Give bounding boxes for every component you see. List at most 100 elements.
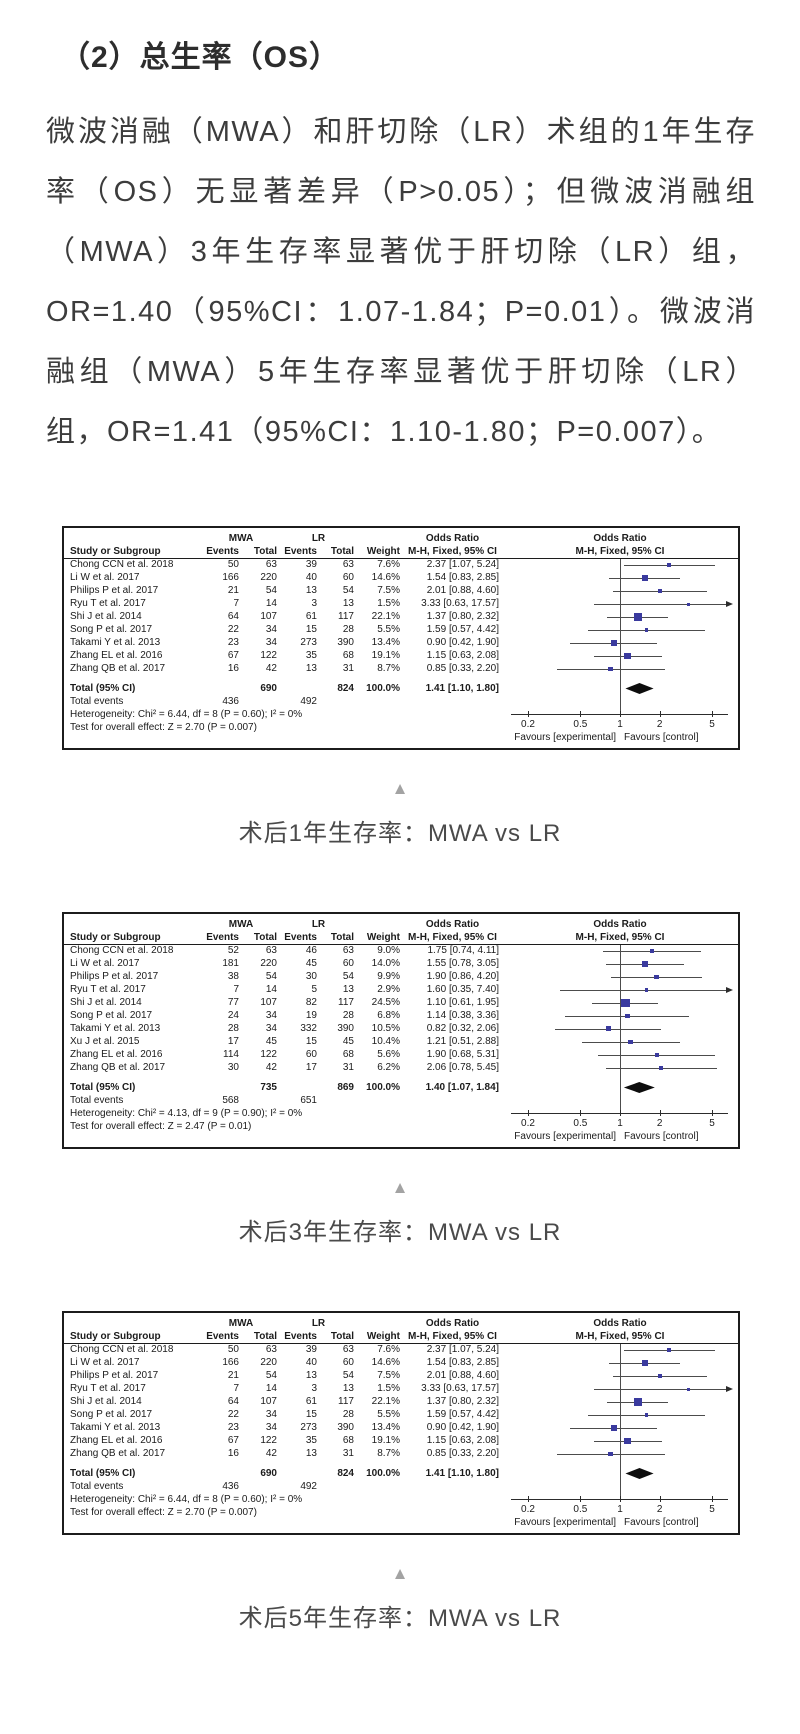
- axis-tick-label: 0.2: [521, 1504, 535, 1515]
- mwa-total: 122: [260, 1049, 277, 1060]
- events-col-header: Events: [206, 932, 239, 943]
- lr-events: 30: [305, 971, 317, 982]
- study-name: Zhang QB et al. 2017: [70, 663, 166, 674]
- triangle-up-icon: ▲: [391, 1178, 409, 1197]
- mwa-events: 16: [227, 1448, 239, 1459]
- triangle-up-icon: ▲: [391, 1564, 409, 1583]
- heterogeneity-row: Heterogeneity: Chi² = 4.13, df = 9 (P = …: [64, 1107, 504, 1120]
- total-mwa: 690: [260, 1468, 277, 1479]
- study-row: Takami Y et al. 2013 23 34 273 390 13.4% 0.90 …: [64, 636, 504, 649]
- mwa-total: 14: [265, 598, 277, 609]
- axis-tick-label: 1: [617, 719, 623, 730]
- article-page: （2）总生率（OS） 微波消融（MWA）和肝切除（LR）术组的1年生存率（OS）…: [0, 41, 800, 1632]
- figure-caption: 术后5年生存率：MWA vs LR: [238, 1605, 562, 1632]
- study-row: Li W et al. 2017 166 220 40 60 14.6% 1.54 [0.8…: [64, 571, 504, 584]
- lr-total: 68: [342, 650, 354, 661]
- total-or-ci: 1.40 [1.07, 1.84]: [425, 1082, 499, 1093]
- mwa-total: 34: [265, 1422, 277, 1433]
- effect-square: [667, 1347, 672, 1353]
- study-row: Takami Y et al. 2013 28 34 332 390 10.5% 0.82 …: [64, 1022, 504, 1035]
- table-cell: [403, 1480, 502, 1493]
- lr-events: 35: [305, 1435, 317, 1446]
- axis-tick-label: 0.2: [521, 1118, 535, 1129]
- study-name: Chong CCN et al. 2018: [70, 1344, 174, 1355]
- ci-line: [559, 989, 726, 991]
- table-cell: [64, 918, 202, 931]
- lr-events: 39: [305, 559, 317, 570]
- lr-events: 13: [305, 585, 317, 596]
- axis-tick-label: 0.5: [573, 1118, 588, 1129]
- pooled-diamond: [625, 1468, 654, 1479]
- table-cell: [403, 695, 502, 708]
- events-col-header: Events: [284, 932, 317, 943]
- table-cell: [320, 1094, 357, 1107]
- plot-odds-ratio-header: Odds Ratio: [593, 533, 647, 544]
- lr-total: 60: [342, 1357, 354, 1368]
- or-ci-value: 2.01 [0.88, 4.60]: [426, 1370, 499, 1381]
- study-name: Takami Y et al. 2013: [70, 1422, 161, 1433]
- mwa-total: 122: [260, 650, 277, 661]
- lr-total: 63: [342, 1344, 354, 1355]
- total-row: Total (95% CI) 735 869 100.0% 1.40 [1.07, 1.…: [64, 1081, 504, 1094]
- ci-arrow-right: [726, 1385, 733, 1392]
- group1-header: MWA: [228, 533, 254, 544]
- total-col-header: Total: [253, 1331, 277, 1342]
- figure-caption: 术后1年生存率：MWA vs LR: [238, 820, 562, 847]
- lr-total: 68: [342, 1435, 354, 1446]
- table-cell: [202, 1467, 242, 1480]
- total-col-header: Total: [330, 546, 354, 557]
- overall-effect-text: Test for overall effect: Z = 2.47 (P = 0…: [70, 1121, 252, 1132]
- forest-plot-box: MWA LR Odds Ratio Study or Subgroup Events To…: [62, 912, 740, 1149]
- table-cell: [242, 1480, 280, 1493]
- effect-square: [645, 988, 649, 992]
- or-ci-value: 1.10 [0.61, 1.95]: [426, 997, 499, 1008]
- mwa-events: 67: [227, 1435, 239, 1446]
- or-ci-value: 1.54 [0.83, 2.85]: [426, 572, 499, 583]
- weight-value: 13.4%: [371, 637, 400, 648]
- or-ci-value: 2.01 [0.88, 4.60]: [426, 585, 499, 596]
- column-header-row: Study or Subgroup Events Total Events Total W…: [64, 545, 504, 558]
- study-row: Philips P et al. 2017 21 54 13 54 7.5% 2.01 [0…: [64, 1369, 504, 1382]
- lr-events: 40: [305, 572, 317, 583]
- study-row: Philips P et al. 2017 21 54 13 54 7.5% 2.01 [0…: [64, 584, 504, 597]
- study-row: Shi J et al. 2014 64 107 61 117 22.1% 1.37 [0.…: [64, 610, 504, 623]
- lr-total: 63: [342, 559, 354, 570]
- triangle-up-icon: ▲: [391, 779, 409, 798]
- mwa-events: 50: [227, 1344, 239, 1355]
- axis-line: [511, 1499, 728, 1500]
- mwa-events: 166: [222, 1357, 239, 1368]
- study-row: Ryu T et al. 2017 7 14 5 13 2.9% 1.60 [0.35, 7…: [64, 983, 504, 996]
- overall-effect-row: Test for overall effect: Z = 2.70 (P = 0…: [64, 1506, 504, 1519]
- study-row: Song P et al. 2017 22 34 15 28 5.5% 1.59 [0.57…: [64, 623, 504, 636]
- mh-col-header: M-H, Fixed, 95% CI: [408, 1331, 497, 1342]
- study-name: Song P et al. 2017: [70, 1010, 153, 1021]
- favours-left-label: Favours [experimental]: [514, 1131, 616, 1142]
- mh-col-header: M-H, Fixed, 95% CI: [408, 546, 497, 557]
- lr-total: 13: [342, 1383, 354, 1394]
- mwa-events: 181: [222, 958, 239, 969]
- weight-value: 10.5%: [371, 1023, 400, 1034]
- mwa-events: 52: [227, 945, 239, 956]
- or-ci-value: 1.90 [0.68, 5.31]: [426, 1049, 499, 1060]
- weight-value: 7.5%: [377, 1370, 400, 1381]
- table-cell: [202, 1081, 242, 1094]
- study-name: Philips P et al. 2017: [70, 971, 159, 982]
- group-header-row: MWA LR Odds Ratio: [64, 532, 504, 545]
- events-col-header: Events: [206, 546, 239, 557]
- lr-events: 13: [305, 1370, 317, 1381]
- forest-plot-figure-3year: MWA LR Odds Ratio Study or Subgroup Events To…: [0, 912, 800, 1247]
- mwa-total: 107: [260, 611, 277, 622]
- study-row: Ryu T et al. 2017 7 14 3 13 1.5% 3.33 [0.63, 1…: [64, 1382, 504, 1395]
- mwa-total: 122: [260, 1435, 277, 1446]
- mwa-events: 7: [233, 984, 239, 995]
- column-header-row: Study or Subgroup Events Total Events Total W…: [64, 931, 504, 944]
- study-name: Zhang QB et al. 2017: [70, 1448, 166, 1459]
- column-header-row: Study or Subgroup Events Total Events Total W…: [64, 1330, 504, 1343]
- total-events-row: Total events 436 492: [64, 695, 504, 708]
- forest-table: MWA LR Odds Ratio Study or Subgroup Events To…: [64, 532, 504, 734]
- mwa-events: 23: [227, 637, 239, 648]
- caption-marker-row: ▲: [0, 1179, 800, 1198]
- mwa-total: 34: [265, 1409, 277, 1420]
- effect-square: [624, 1437, 632, 1445]
- lr-total: 28: [342, 1010, 354, 1021]
